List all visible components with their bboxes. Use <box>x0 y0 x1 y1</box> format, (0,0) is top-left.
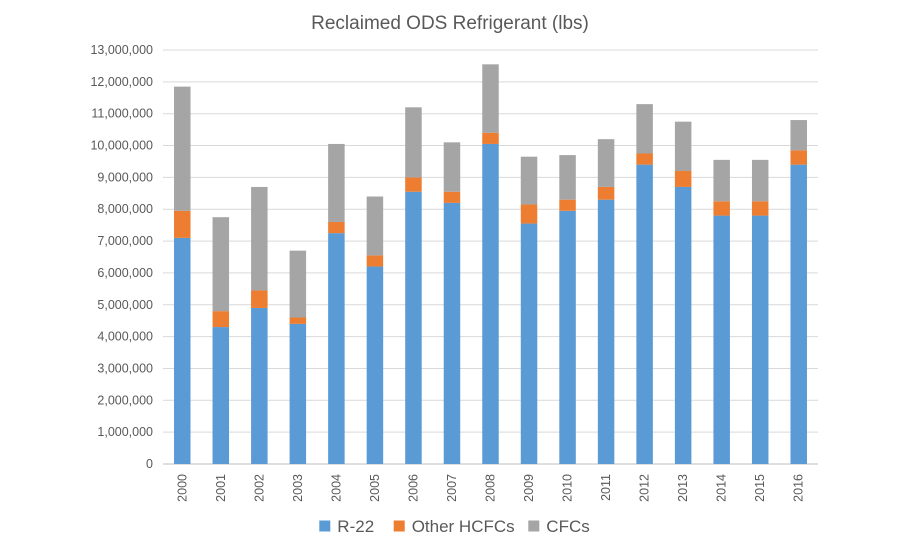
x-tick-label: 2002 <box>252 474 266 502</box>
y-axis-tick-labels: 0 1,000,000 2,000,000 3,000,000 4,000,000 5,0… <box>90 43 153 471</box>
bar-segment-r-22-2014 <box>713 215 730 464</box>
bar-segment-other-hcfcs-2010 <box>559 199 576 211</box>
y-tick-label: 7,000,000 <box>97 234 153 248</box>
legend-label-cfcs: CFCs <box>546 517 589 536</box>
bar-segment-other-hcfcs-2009 <box>520 204 538 224</box>
bar-segment-cfcs-2012 <box>636 104 653 154</box>
bar-segment-r-22-2003 <box>289 323 307 464</box>
bar-segment-cfcs-2009 <box>520 156 538 205</box>
y-tick-label: 9,000,000 <box>97 170 153 184</box>
bar-segment-r-22-2001 <box>212 327 230 464</box>
bar-segment-other-hcfcs-2012 <box>636 153 653 165</box>
x-tick-label: 2012 <box>638 474 652 502</box>
legend-swatch-cfcs <box>528 520 540 532</box>
x-tick-label: 2015 <box>753 474 767 502</box>
x-tick-label: 2011 <box>599 474 613 501</box>
y-tick-label: 5,000,000 <box>97 298 153 312</box>
bar-segment-other-hcfcs-2000 <box>174 210 191 238</box>
x-tick-label: 2009 <box>522 474 536 502</box>
x-tick-label: 2001 <box>214 474 228 502</box>
bar-segment-r-22-2007 <box>443 202 461 464</box>
bar-segment-cfcs-2003 <box>289 250 307 318</box>
y-tick-label: 1,000,000 <box>97 425 153 439</box>
chart-title: Reclaimed ODS Refrigerant (lbs) <box>311 13 589 34</box>
y-tick-label: 3,000,000 <box>97 361 153 375</box>
bar-segment-other-hcfcs-2008 <box>482 132 499 144</box>
bar-segment-r-22-2005 <box>366 266 384 464</box>
bar-segment-other-hcfcs-2016 <box>790 150 807 165</box>
bar-segment-cfcs-2005 <box>366 196 384 256</box>
bar-segment-r-22-2013 <box>674 186 692 464</box>
bar-segment-cfcs-2014 <box>713 159 730 202</box>
bar-segment-other-hcfcs-2002 <box>251 290 268 308</box>
y-tick-label: 10,000,000 <box>90 139 153 153</box>
bar-segment-other-hcfcs-2006 <box>405 177 422 192</box>
x-tick-label: 2016 <box>792 474 806 502</box>
bar-segment-r-22-2006 <box>405 191 422 464</box>
x-tick-label: 2013 <box>676 474 690 502</box>
bar-segment-r-22-2015 <box>751 215 769 464</box>
bar-segment-r-22-2008 <box>482 143 499 464</box>
y-tick-label: 4,000,000 <box>97 330 153 344</box>
bar-segment-cfcs-2004 <box>328 143 345 222</box>
y-tick-label: 11,000,000 <box>91 107 153 121</box>
x-tick-label: 2004 <box>329 474 343 502</box>
bar-segment-cfcs-2011 <box>597 139 615 187</box>
bar-segment-r-22-2012 <box>636 164 653 464</box>
legend-label-r-22: R-22 <box>337 517 374 536</box>
bar-segment-r-22-2009 <box>520 223 538 464</box>
legend-label-other-hcfcs: Other HCFCs <box>412 517 515 536</box>
bar-segment-cfcs-2016 <box>790 120 807 151</box>
y-tick-label: 8,000,000 <box>97 202 153 216</box>
x-tick-label: 2006 <box>406 474 420 502</box>
bar-segment-other-hcfcs-2001 <box>212 311 230 328</box>
y-tick-label: 13,000,000 <box>90 43 153 57</box>
bar-segment-cfcs-2010 <box>559 155 576 200</box>
bar-segment-r-22-2000 <box>174 237 191 464</box>
bar-segment-r-22-2016 <box>790 164 807 464</box>
bar-segment-other-hcfcs-2005 <box>366 255 384 267</box>
x-tick-label: 2014 <box>715 474 729 502</box>
bar-segment-cfcs-2001 <box>212 217 230 312</box>
bar-segment-cfcs-2013 <box>674 121 692 172</box>
bar-segment-other-hcfcs-2015 <box>751 201 769 216</box>
x-tick-label: 2000 <box>175 474 189 502</box>
bar-segment-other-hcfcs-2004 <box>328 221 345 234</box>
bar-segment-cfcs-2000 <box>174 86 191 211</box>
x-tick-label: 2007 <box>445 474 459 502</box>
y-tick-label: 12,000,000 <box>90 75 153 89</box>
y-tick-label: 2,000,000 <box>97 393 153 407</box>
bar-segment-r-22-2002 <box>251 307 268 464</box>
legend-swatch-other-hcfcs <box>393 520 405 532</box>
y-tick-label: 0 <box>146 457 153 471</box>
bar-segment-other-hcfcs-2011 <box>597 186 615 200</box>
bar-segment-cfcs-2008 <box>482 64 499 133</box>
bar-segment-r-22-2010 <box>559 210 576 464</box>
bar-segment-cfcs-2015 <box>751 159 769 202</box>
x-tick-label: 2010 <box>561 474 575 502</box>
bar-segment-cfcs-2006 <box>405 107 422 178</box>
legend-swatch-r-22 <box>319 520 331 532</box>
bar-segment-cfcs-2002 <box>251 186 268 291</box>
bar-segment-other-hcfcs-2013 <box>674 171 692 187</box>
x-tick-label: 2003 <box>291 474 305 502</box>
x-tick-label: 2005 <box>368 474 382 502</box>
bar-segment-other-hcfcs-2003 <box>289 317 307 324</box>
y-tick-label: 6,000,000 <box>97 266 153 280</box>
bar-segment-cfcs-2007 <box>443 142 461 192</box>
bar-segment-other-hcfcs-2007 <box>443 191 461 203</box>
x-axis-tick-labels: 2000 2001 2002 2003 2004 2005 2006 2007 2008 2009… <box>175 474 805 502</box>
legend: R-22 Other HCFCs CFCs <box>319 517 590 536</box>
x-tick-label: 2008 <box>484 474 498 502</box>
bar-segment-other-hcfcs-2014 <box>713 201 730 216</box>
bars <box>174 64 807 464</box>
bar-segment-r-22-2011 <box>597 199 615 464</box>
bar-segment-r-22-2004 <box>328 233 345 464</box>
